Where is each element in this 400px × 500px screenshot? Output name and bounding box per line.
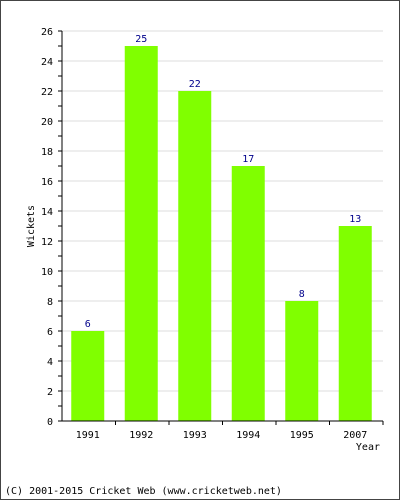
x-tick-label: 1993 — [183, 430, 207, 441]
bar-1992 — [124, 46, 158, 421]
y-tick-label: 10 — [41, 267, 53, 278]
value-label: 17 — [242, 154, 254, 165]
x-tick-label: 1995 — [290, 430, 314, 441]
y-tick-label: 14 — [41, 207, 53, 218]
x-tick-label: 1992 — [129, 430, 153, 441]
value-label: 13 — [349, 214, 361, 225]
y-tick-label: 16 — [41, 177, 53, 188]
bar-1994 — [231, 166, 265, 421]
y-tick-label: 4 — [47, 357, 53, 368]
y-tick-label: 18 — [41, 147, 53, 158]
value-label: 6 — [85, 319, 91, 330]
x-tick-label: 1991 — [76, 430, 100, 441]
bar-2007 — [338, 226, 372, 421]
y-tick-label: 26 — [41, 27, 53, 38]
y-tick-label: 8 — [47, 297, 53, 308]
x-tick-label: 1994 — [236, 430, 260, 441]
y-tick-label: 20 — [41, 117, 53, 128]
y-axis-title: Wickets — [26, 205, 37, 247]
copyright-footer: (C) 2001-2015 Cricket Web (www.cricketwe… — [5, 486, 282, 497]
bar-1993 — [178, 91, 212, 421]
y-tick-label: 2 — [47, 387, 53, 398]
value-label: 22 — [189, 79, 201, 90]
y-tick-label: 12 — [41, 237, 53, 248]
bar-1991 — [71, 331, 105, 421]
y-tick-label: 22 — [41, 87, 53, 98]
value-label: 25 — [135, 34, 147, 45]
y-tick-label: 6 — [47, 327, 53, 338]
x-axis-title: Year — [356, 442, 380, 453]
value-label: 8 — [299, 289, 305, 300]
x-tick-label: 2007 — [343, 430, 367, 441]
bar-1995 — [285, 301, 319, 421]
y-tick-label: 0 — [47, 417, 53, 428]
y-tick-label: 24 — [41, 57, 53, 68]
